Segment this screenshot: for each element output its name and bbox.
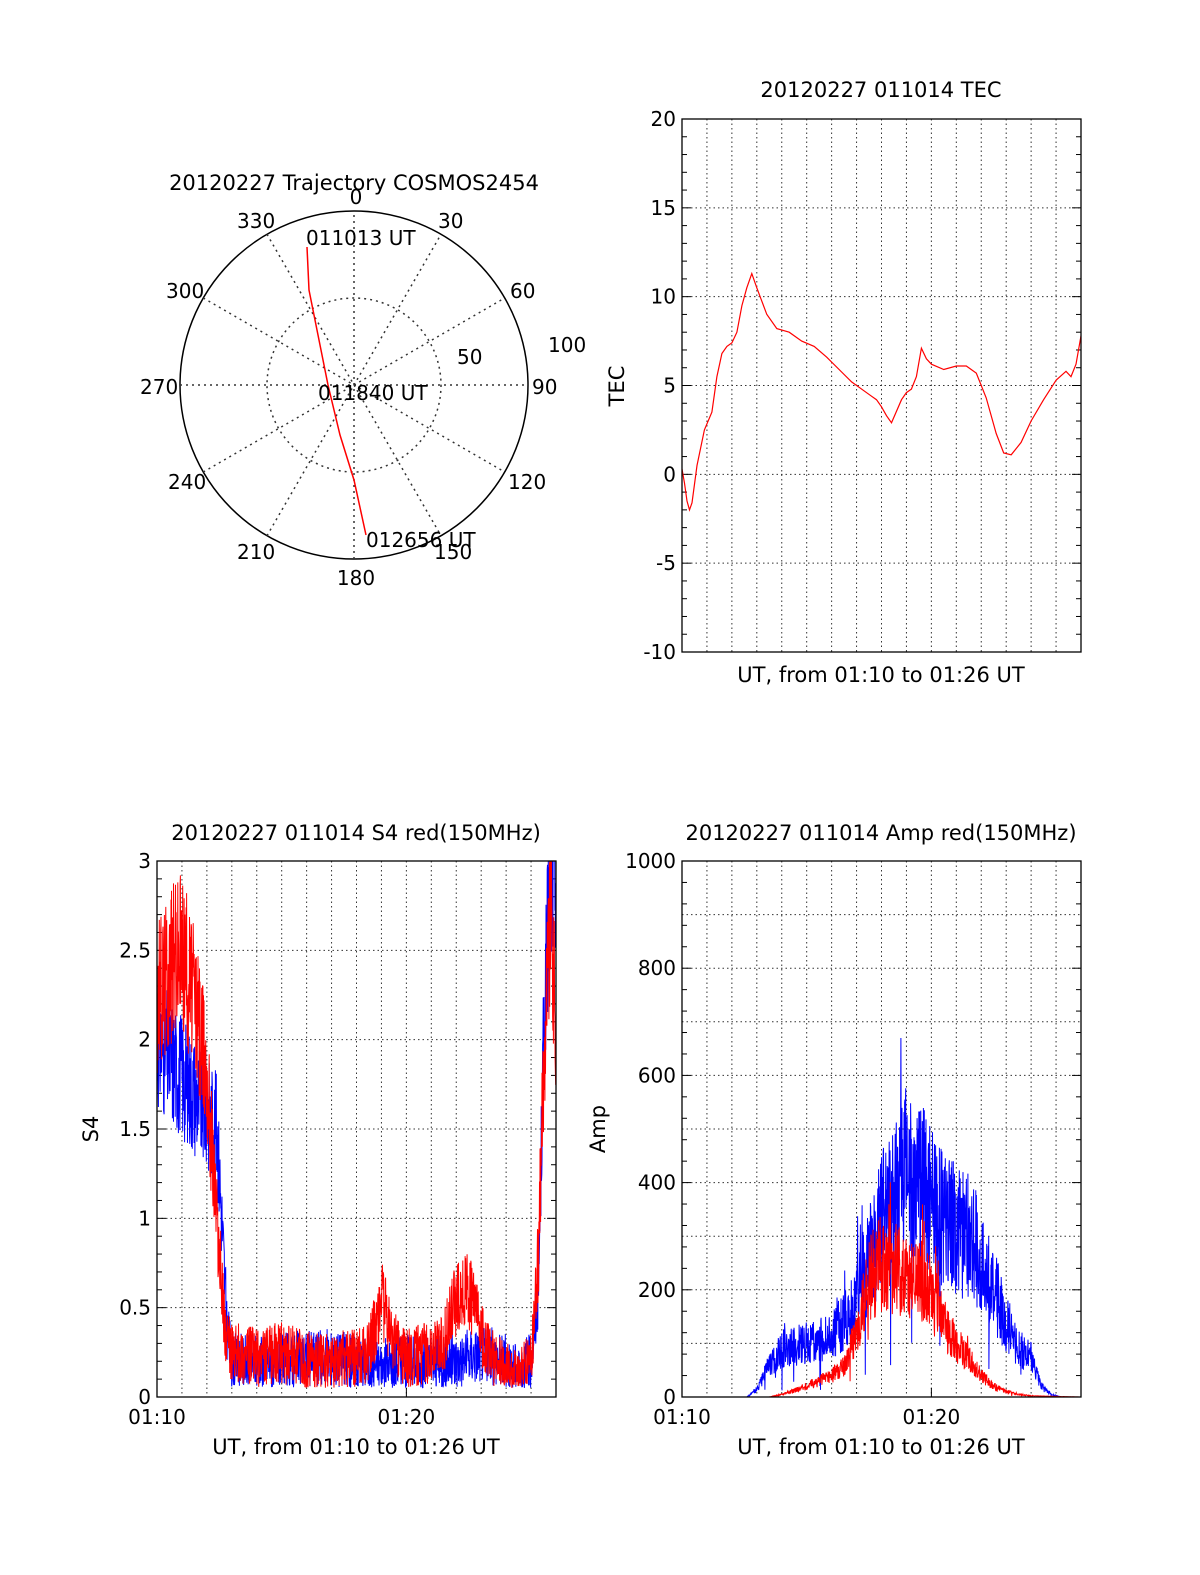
azimuth-label-90: 90 <box>532 375 557 399</box>
tec-ytick-label: 0 <box>663 462 676 486</box>
tec-ytick-label: -5 <box>656 551 676 575</box>
amp-series-red <box>682 1182 1081 1397</box>
radial-label-50: 50 <box>457 345 482 369</box>
s4-ylabel: S4 <box>79 1116 103 1143</box>
s4-chart: 20120227 011014 S4 red(150MHz) UT, from … <box>79 821 557 1459</box>
azimuth-label-300: 300 <box>166 279 204 303</box>
trajectory-end-label: 012656 UT <box>366 528 476 552</box>
amp-xlabel: UT, from 01:10 to 01:26 UT <box>737 1435 1025 1459</box>
amp-xtick-label: 01:10 <box>653 1405 711 1429</box>
azimuth-label-330: 330 <box>237 209 275 233</box>
tec-chart: 20120227 011014 TEC UT, from 01:10 to 01… <box>605 78 1082 687</box>
trajectory-mid-label: 011840 UT <box>318 381 428 405</box>
amp-chart: 20120227 011014 Amp red(150MHz) UT, from… <box>586 821 1082 1459</box>
amp-ytick-label: 0 <box>663 1385 676 1409</box>
s4-ytick-label: 0 <box>138 1385 151 1409</box>
azimuth-label-0: 0 <box>350 185 363 209</box>
s4-xtick-label: 01:20 <box>378 1405 436 1429</box>
tec-ytick-label: 15 <box>651 196 676 220</box>
azimuth-label-180: 180 <box>337 566 375 590</box>
azimuth-label-240: 240 <box>168 470 206 494</box>
s4-ytick-label: 1.5 <box>119 1117 151 1141</box>
s4-ytick-label: 2 <box>138 1028 151 1052</box>
amp-ticks <box>681 860 1081 1398</box>
tec-ytick-label: -10 <box>643 640 676 664</box>
s4-ytick-label: 2.5 <box>119 938 151 962</box>
azimuth-label-30: 30 <box>438 209 463 233</box>
amp-ytick-label: 600 <box>638 1063 676 1087</box>
s4-xtick-label: 01:10 <box>128 1405 186 1429</box>
amp-ytick-label: 400 <box>638 1171 676 1195</box>
azimuth-label-210: 210 <box>237 540 275 564</box>
amp-grid <box>682 861 1081 1397</box>
s4-frame <box>156 860 557 1398</box>
azimuth-label-120: 120 <box>508 470 546 494</box>
amp-ylabel: Amp <box>586 1105 610 1153</box>
s4-series-red <box>157 861 556 1388</box>
polar-spoke <box>266 233 442 537</box>
s4-ytick-label: 1 <box>138 1206 151 1230</box>
amp-title: 20120227 011014 Amp red(150MHz) <box>685 821 1076 845</box>
s4-title: 20120227 011014 S4 red(150MHz) <box>171 821 541 845</box>
amp-ytick-label: 800 <box>638 956 676 980</box>
trajectory-track <box>306 246 367 536</box>
amp-series-blue <box>682 1037 1081 1397</box>
azimuth-label-270: 270 <box>140 375 178 399</box>
trajectory-polar-plot: 20120227 Trajectory COSMOS2454 0 30 60 90 12… <box>140 171 586 590</box>
azimuth-label-60: 60 <box>510 279 535 303</box>
tec-frame <box>681 118 1082 653</box>
radial-label-100: 100 <box>548 333 586 357</box>
amp-xtick-label: 01:20 <box>903 1405 961 1429</box>
amp-ytick-label: 200 <box>638 1278 676 1302</box>
azimuth-label-150: 150 <box>434 540 472 564</box>
s4-ytick-label: 3 <box>138 849 151 873</box>
tec-ytick-label: 5 <box>663 374 676 398</box>
tec-grid <box>682 119 1081 652</box>
tec-ytick-label: 10 <box>651 285 676 309</box>
amp-frame <box>681 860 1082 1398</box>
trajectory-title: 20120227 Trajectory COSMOS2454 <box>169 171 539 195</box>
s4-ytick-label: 0.5 <box>119 1296 151 1320</box>
trajectory-start-label: 011013 UT <box>306 226 416 250</box>
polar-azimuth-labels: 0 30 60 90 120 150 180 210 240 270 300 330 50 100 <box>140 185 586 590</box>
tec-xlabel: UT, from 01:10 to 01:26 UT <box>737 663 1025 687</box>
tec-series-red <box>682 271 1081 512</box>
tec-ylabel: TEC <box>605 366 629 408</box>
tec-ytick-label: 20 <box>651 107 676 131</box>
amp-ytick-label: 1000 <box>625 849 676 873</box>
polar-inner-ring <box>266 297 442 473</box>
s4-xlabel: UT, from 01:10 to 01:26 UT <box>212 1435 500 1459</box>
polar-grid <box>179 210 529 560</box>
tec-title: 20120227 011014 TEC <box>760 78 1001 102</box>
